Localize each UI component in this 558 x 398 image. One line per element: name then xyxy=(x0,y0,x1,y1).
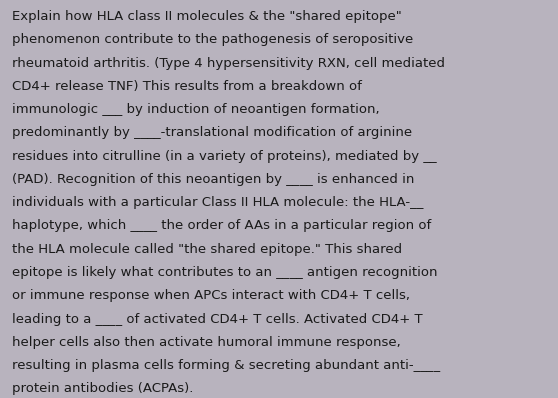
Text: predominantly by ____-translational modification of arginine: predominantly by ____-translational modi… xyxy=(12,127,412,139)
Text: phenomenon contribute to the pathogenesis of seropositive: phenomenon contribute to the pathogenesi… xyxy=(12,33,413,46)
Text: or immune response when APCs interact with CD4+ T cells,: or immune response when APCs interact wi… xyxy=(12,289,410,302)
Text: the HLA molecule called "the shared epitope." This shared: the HLA molecule called "the shared epit… xyxy=(12,243,402,256)
Text: CD4+ release TNF) This results from a breakdown of: CD4+ release TNF) This results from a br… xyxy=(12,80,362,93)
Text: protein antibodies (ACPAs).: protein antibodies (ACPAs). xyxy=(12,382,194,396)
Text: individuals with a particular Class II HLA molecule: the HLA-__: individuals with a particular Class II H… xyxy=(12,196,424,209)
Text: haplotype, which ____ the order of AAs in a particular region of: haplotype, which ____ the order of AAs i… xyxy=(12,220,431,232)
Text: residues into citrulline (in a variety of proteins), mediated by __: residues into citrulline (in a variety o… xyxy=(12,150,437,163)
Text: Explain how HLA class II molecules & the "shared epitope": Explain how HLA class II molecules & the… xyxy=(12,10,402,23)
Text: resulting in plasma cells forming & secreting abundant anti-____: resulting in plasma cells forming & secr… xyxy=(12,359,440,372)
Text: leading to a ____ of activated CD4+ T cells. Activated CD4+ T: leading to a ____ of activated CD4+ T ce… xyxy=(12,313,423,326)
Text: epitope is likely what contributes to an ____ antigen recognition: epitope is likely what contributes to an… xyxy=(12,266,438,279)
Text: immunologic ___ by induction of neoantigen formation,: immunologic ___ by induction of neoantig… xyxy=(12,103,380,116)
Text: helper cells also then activate humoral immune response,: helper cells also then activate humoral … xyxy=(12,336,401,349)
Text: (PAD). Recognition of this neoantigen by ____ is enhanced in: (PAD). Recognition of this neoantigen by… xyxy=(12,173,415,186)
Text: rheumatoid arthritis. (Type 4 hypersensitivity RXN, cell mediated: rheumatoid arthritis. (Type 4 hypersensi… xyxy=(12,57,445,70)
